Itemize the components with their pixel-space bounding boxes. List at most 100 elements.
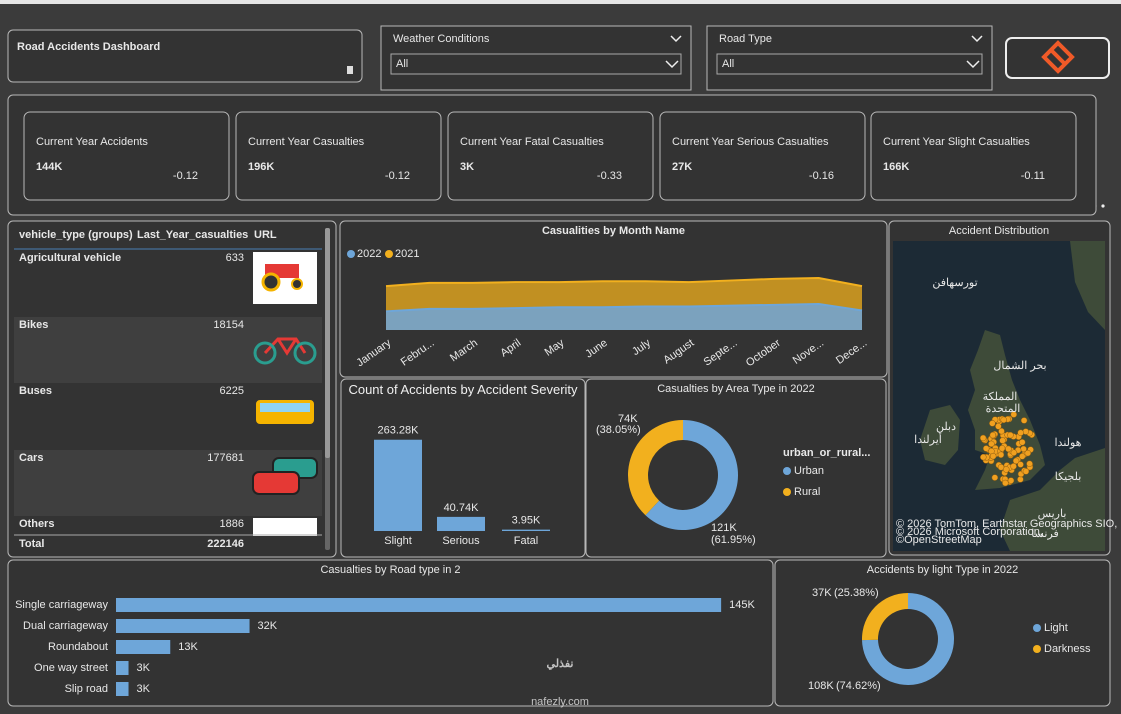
map-label: أيرلندا: [914, 432, 942, 446]
map-label: دبلن: [936, 421, 956, 433]
vehicle-value: 18154: [213, 319, 244, 331]
filter-value: All: [722, 58, 734, 70]
value-label: 3K: [137, 683, 151, 695]
value-label: 13K: [178, 641, 198, 653]
value-label: 3.95K: [512, 515, 541, 527]
bar: [116, 682, 129, 696]
chart-title: Casualities by Month Name: [542, 225, 685, 237]
accident-dot: [989, 452, 997, 460]
value-label: 74K: [618, 413, 638, 425]
kpi-value: 196K: [248, 161, 274, 173]
y-tick-label: Dual carriageway: [23, 620, 108, 632]
accident-dot: [998, 427, 1005, 435]
legend-title: urban_or_rural...: [783, 447, 870, 459]
column-header: vehicle_type (groups): [19, 229, 133, 241]
vehicle-value: 177681: [207, 452, 244, 464]
legend-marker: [783, 467, 791, 475]
accident-dot: [1002, 466, 1010, 473]
area-fill: [386, 304, 862, 330]
title-box: [7, 29, 363, 83]
accident-dot: [1010, 449, 1018, 456]
vehicle-value: 1886: [220, 518, 244, 530]
land: [1000, 448, 1105, 551]
legend-label: 2021: [395, 248, 419, 260]
accident-dot: [999, 437, 1006, 444]
percent-label: (38.05%): [596, 424, 641, 436]
percent-label: (74.62%): [836, 680, 881, 692]
area-line: [385, 302, 863, 313]
legend-label: 2022: [357, 248, 381, 260]
accident-dot: [988, 440, 995, 448]
filter-dropdown[interactable]: [390, 53, 682, 75]
accident-dot: [1007, 431, 1014, 439]
accident-dot: [1005, 445, 1012, 453]
vehicle-value: 6225: [220, 385, 244, 397]
value-label: 145K: [729, 599, 755, 611]
kpi-change: -0.12: [385, 170, 410, 182]
kpi-label: Current Year Slight Casualties: [883, 136, 1030, 148]
bar: [502, 529, 550, 531]
legend-marker: [385, 250, 393, 258]
filter-label: Road Type: [719, 33, 772, 45]
bar: [374, 439, 422, 531]
kpi-label: Current Year Accidents: [36, 136, 148, 148]
accident-dot: [1007, 477, 1015, 484]
tractor-wheel: [291, 278, 303, 290]
value-label: 3K: [137, 662, 151, 674]
kpi-change: -0.33: [597, 170, 622, 182]
top-strip: [0, 0, 1121, 4]
kpi-card: [235, 111, 442, 201]
kpi-label: Current Year Casualties: [248, 136, 365, 148]
accident-dot: [995, 423, 1002, 430]
kpi-card: [659, 111, 866, 201]
accident-dot: [1018, 439, 1026, 446]
donut-slice: [627, 420, 683, 516]
chart-panel: [7, 559, 774, 707]
kpi-value: 27K: [672, 161, 692, 173]
vehicle-image: [253, 518, 317, 536]
bar: [116, 640, 171, 654]
accident-dot: [1010, 411, 1018, 418]
accident-dot: [1022, 468, 1030, 475]
land: [1070, 241, 1105, 330]
accident-dot: [1002, 479, 1009, 487]
kpi-change: -0.12: [173, 170, 198, 182]
tractor-wheel: [261, 272, 281, 292]
accident-dot: [1017, 429, 1024, 437]
map-label: المملكة: [983, 391, 1018, 403]
accident-dot: [1017, 461, 1024, 468]
percent-label: (61.95%): [711, 534, 756, 546]
chevron: [665, 60, 679, 69]
kpi-label: Current Year Fatal Casualties: [460, 136, 604, 148]
y-tick-label: Slip road: [65, 683, 108, 695]
vehicle-value: 633: [226, 252, 244, 264]
bar: [116, 598, 722, 612]
legend-marker: [1033, 624, 1041, 632]
legend-label: Darkness: [1044, 643, 1091, 655]
eraser-icon: [1041, 40, 1075, 74]
chevron: [971, 35, 983, 43]
legend-label: Rural: [794, 486, 820, 498]
land: [920, 405, 960, 465]
kpi-card: [447, 111, 654, 201]
filter-label: Weather Conditions: [393, 33, 490, 45]
map-label: بحر الشمال: [993, 360, 1046, 372]
accident-dot: [982, 445, 990, 452]
filter-dropdown[interactable]: [716, 53, 983, 75]
accident-dot: [1010, 463, 1017, 470]
wheel: [293, 341, 317, 365]
vehicle-name: Buses: [19, 385, 52, 397]
kpi-change: -0.11: [1021, 170, 1045, 182]
bar: [437, 516, 485, 531]
donut-slice: [645, 420, 738, 531]
watermark: نفذلي: [547, 658, 574, 671]
accident-dot: [998, 445, 1006, 452]
chevron: [966, 60, 980, 69]
wheel: [253, 341, 277, 365]
map-label: فرنسا: [1031, 528, 1059, 540]
total-value: 222146: [207, 538, 244, 550]
scroll-thumb[interactable]: [325, 228, 330, 458]
resize-handle: [347, 66, 353, 74]
map-label: بلجيكا: [1055, 471, 1082, 483]
watermark: nafezly.com: [531, 696, 589, 708]
